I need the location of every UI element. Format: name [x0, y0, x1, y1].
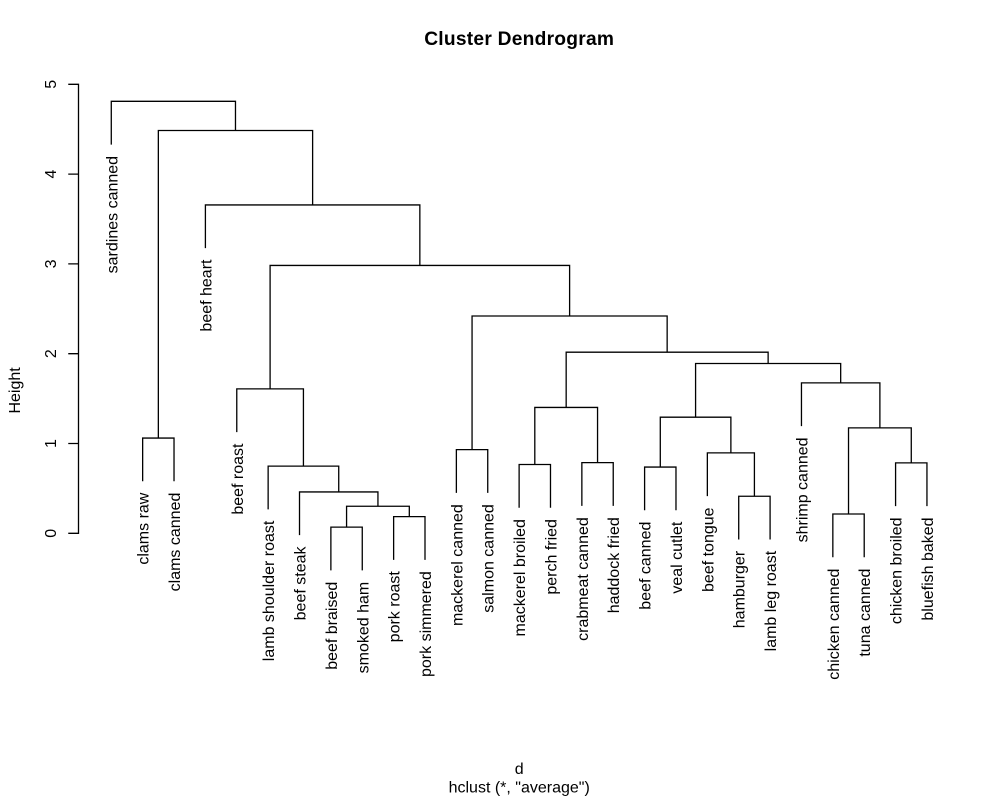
svg-text:pork simmered: pork simmered [418, 571, 435, 677]
svg-text:mackerel canned: mackerel canned [449, 504, 466, 626]
svg-text:1: 1 [43, 439, 60, 448]
svg-text:smoked ham: smoked ham [355, 582, 372, 674]
svg-text:chicken broiled: chicken broiled [889, 517, 906, 624]
svg-text:beef roast: beef roast [230, 443, 247, 515]
svg-text:Height: Height [7, 367, 24, 414]
svg-text:clams raw: clams raw [136, 492, 153, 564]
svg-text:clams canned: clams canned [167, 493, 184, 592]
svg-text:beef canned: beef canned [638, 522, 655, 610]
svg-text:beef steak: beef steak [293, 546, 310, 621]
svg-text:4: 4 [43, 170, 60, 179]
svg-text:salmon canned: salmon canned [481, 504, 498, 613]
svg-text:Cluster Dendrogram: Cluster Dendrogram [424, 29, 614, 50]
svg-text:5: 5 [43, 80, 60, 89]
svg-text:pork roast: pork roast [387, 571, 404, 643]
svg-text:hamburger: hamburger [732, 550, 749, 628]
svg-text:chicken canned: chicken canned [826, 569, 843, 680]
svg-text:2: 2 [43, 349, 60, 358]
svg-text:beef heart: beef heart [198, 259, 215, 332]
svg-text:perch fried: perch fried [543, 519, 560, 595]
svg-text:hclust (*, "average"): hclust (*, "average") [449, 780, 590, 797]
svg-text:lamb leg roast: lamb leg roast [763, 550, 780, 651]
svg-text:d: d [515, 761, 524, 778]
svg-text:veal cutlet: veal cutlet [669, 521, 686, 594]
svg-text:lamb shoulder roast: lamb shoulder roast [261, 520, 278, 661]
svg-text:3: 3 [43, 259, 60, 268]
svg-text:mackerel broiled: mackerel broiled [512, 519, 529, 636]
svg-text:0: 0 [43, 529, 60, 538]
svg-text:beef tongue: beef tongue [700, 507, 717, 592]
svg-text:tuna canned: tuna canned [857, 569, 874, 657]
svg-text:shrimp canned: shrimp canned [794, 437, 811, 542]
svg-text:haddock fried: haddock fried [606, 517, 623, 613]
svg-text:bluefish baked: bluefish baked [920, 517, 937, 620]
svg-text:crabmeat canned: crabmeat canned [575, 517, 592, 641]
svg-text:beef braised: beef braised [324, 582, 341, 670]
svg-text:sardines canned: sardines canned [104, 156, 121, 273]
